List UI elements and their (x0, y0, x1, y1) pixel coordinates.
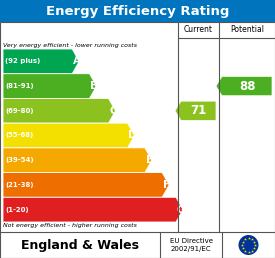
Polygon shape (3, 99, 116, 123)
Text: (81-91): (81-91) (5, 83, 34, 89)
Text: F: F (163, 180, 170, 190)
Text: Not energy efficient - higher running costs: Not energy efficient - higher running co… (3, 223, 137, 229)
Text: C: C (109, 106, 117, 116)
Polygon shape (216, 76, 272, 96)
Text: Energy Efficiency Rating: Energy Efficiency Rating (46, 4, 229, 18)
Polygon shape (3, 74, 97, 99)
Bar (0, 232, 275, 258)
Text: B: B (90, 81, 98, 91)
Polygon shape (175, 101, 216, 120)
Text: D: D (128, 131, 136, 141)
Text: 88: 88 (239, 79, 255, 93)
Text: Very energy efficient - lower running costs: Very energy efficient - lower running co… (3, 43, 137, 47)
Polygon shape (3, 49, 79, 74)
Text: (21-38): (21-38) (5, 182, 34, 188)
Text: 71: 71 (190, 104, 207, 117)
Text: A: A (73, 56, 81, 66)
Bar (0, 0, 275, 22)
Text: (55-68): (55-68) (5, 133, 33, 139)
Polygon shape (3, 197, 183, 222)
Text: (39-54): (39-54) (5, 157, 34, 163)
Text: (92 plus): (92 plus) (5, 58, 40, 64)
Text: Current: Current (184, 26, 213, 35)
Polygon shape (3, 123, 134, 148)
Text: G: G (176, 205, 185, 215)
Text: (1-20): (1-20) (5, 207, 29, 213)
Text: EU Directive
2002/91/EC: EU Directive 2002/91/EC (169, 238, 213, 252)
Text: E: E (146, 155, 153, 165)
Circle shape (238, 235, 258, 255)
Text: (69-80): (69-80) (5, 108, 34, 114)
Polygon shape (3, 148, 152, 173)
Text: Potential: Potential (230, 26, 264, 35)
Text: England & Wales: England & Wales (21, 238, 139, 252)
Polygon shape (3, 173, 169, 197)
